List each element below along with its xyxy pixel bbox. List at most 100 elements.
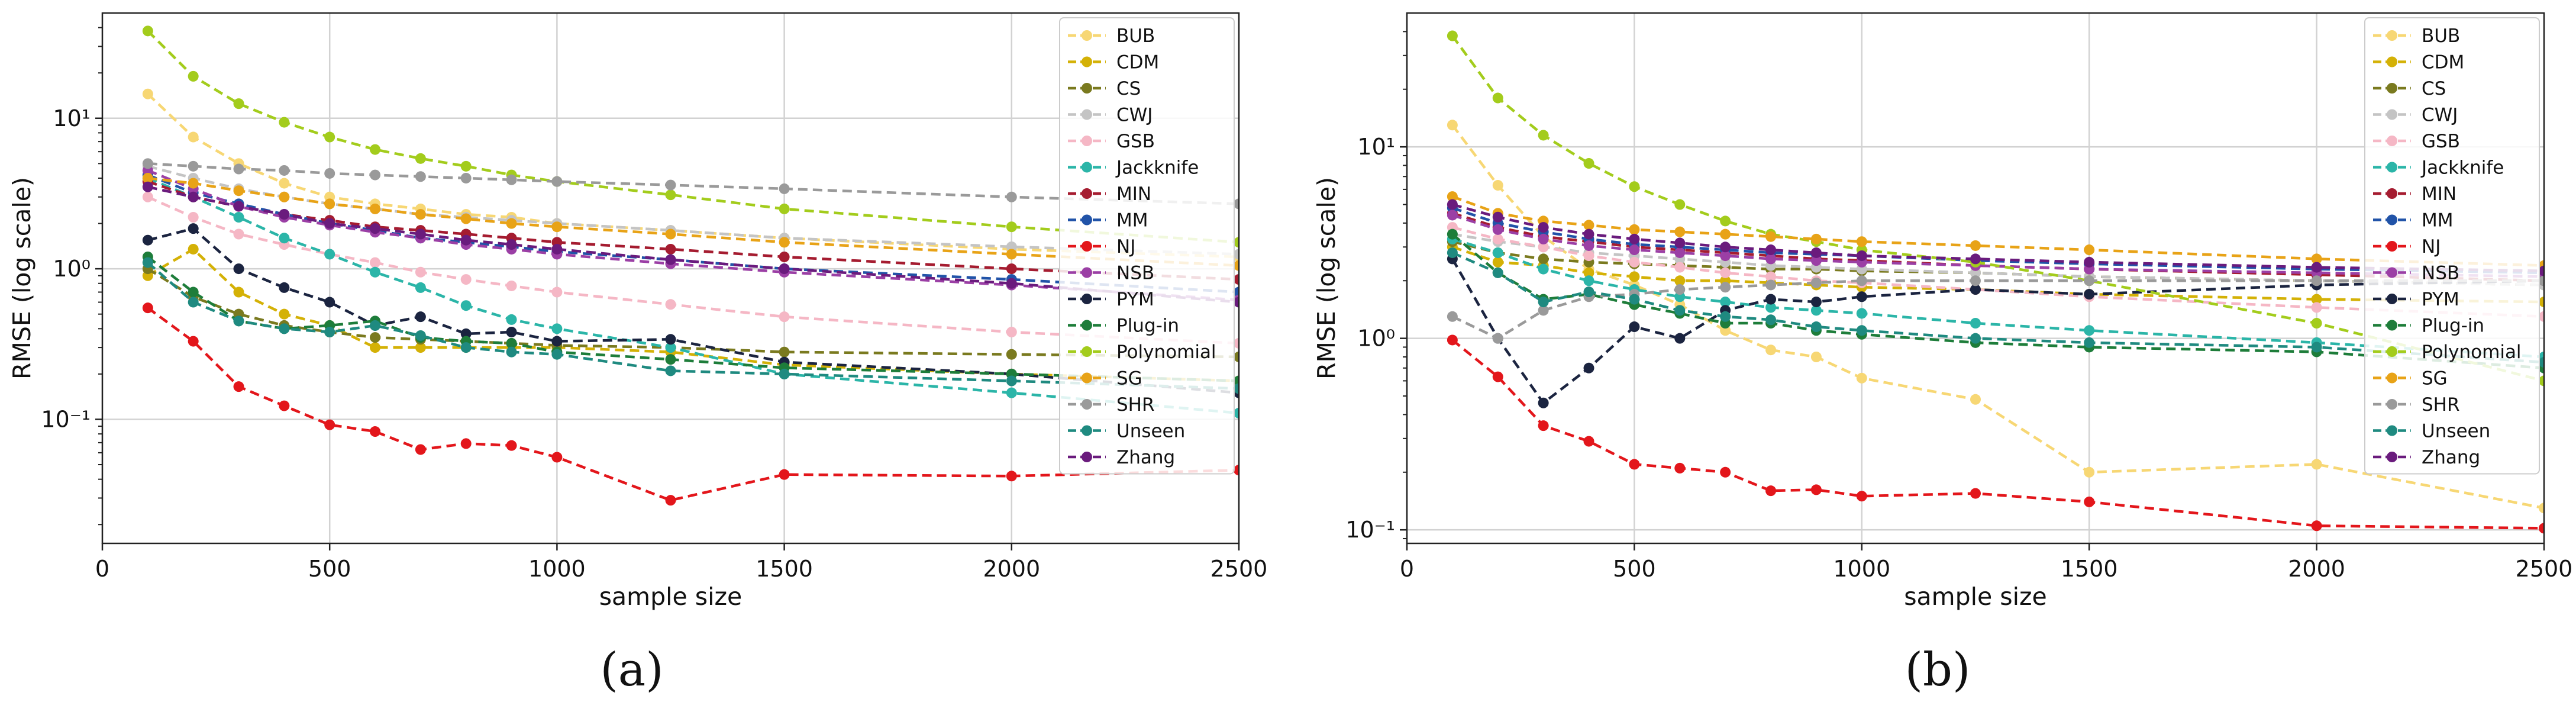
point-shr	[1720, 282, 1731, 293]
point-pym	[1970, 284, 1981, 295]
point-sg	[370, 203, 381, 214]
point-min	[665, 243, 676, 255]
point-shr	[506, 174, 517, 185]
point-shr	[2084, 275, 2095, 286]
point-nj	[370, 426, 381, 437]
point-cdm	[233, 286, 244, 298]
legend-swatch-marker	[1082, 162, 1092, 173]
point-nj	[142, 302, 153, 314]
line-unseen	[1451, 251, 2544, 364]
point-nj	[2311, 520, 2322, 532]
point-polynomial	[370, 144, 381, 155]
point-zhang	[324, 218, 335, 229]
point-zhang	[142, 181, 153, 192]
point-polynomial	[1006, 221, 1017, 233]
point-cs	[1006, 349, 1017, 360]
point-nj	[1538, 420, 1549, 431]
legend-swatch-marker	[2387, 188, 2397, 199]
point-sg	[1856, 236, 1867, 247]
point-shr	[460, 172, 472, 183]
point-polynomial	[1234, 237, 1239, 248]
x-tick-label: 2500	[1210, 556, 1268, 582]
legend-swatch-marker	[2387, 30, 2397, 41]
point-zhang	[1856, 250, 1867, 262]
point-nj	[1810, 484, 1822, 495]
point-zhang	[2311, 262, 2322, 273]
y-tick-label: 10⁰	[53, 256, 91, 282]
x-tick-label: 0	[95, 556, 109, 582]
point-sg	[188, 178, 199, 189]
x-tick-label: 1500	[2061, 556, 2118, 582]
legend-item: PYM	[1068, 289, 1154, 310]
legend-swatch-marker	[1082, 267, 1092, 278]
point-sg	[1583, 220, 1594, 231]
point-nj	[1720, 466, 1731, 478]
legend-swatch-marker	[2387, 83, 2397, 94]
point-jackknife	[1970, 318, 1981, 329]
point-unseen	[779, 368, 790, 379]
point-nsb	[1720, 250, 1731, 262]
plot-area-a	[142, 25, 1239, 506]
point-unseen	[1006, 375, 1017, 387]
point-jackknife	[1810, 305, 1822, 316]
legend-item: Polynomial	[1068, 342, 1216, 363]
point-unseen	[1765, 314, 1777, 326]
series-sg	[142, 172, 1239, 271]
point-bub	[1447, 120, 1458, 131]
y-tick-label: 10¹	[1357, 134, 1395, 160]
point-zhang	[415, 228, 426, 240]
point-nj	[2539, 523, 2544, 534]
line-nsb	[147, 169, 1239, 302]
legend-item: SG	[1068, 368, 1142, 389]
legend-item: Unseen	[1068, 421, 1185, 442]
point-pym	[415, 311, 426, 323]
series-nj	[1447, 334, 2544, 534]
legend-item: NJ	[1068, 236, 1135, 257]
legend-label: NJ	[1116, 236, 1135, 257]
point-zhang	[370, 223, 381, 234]
point-polynomial	[460, 160, 472, 172]
point-nj	[233, 381, 244, 392]
point-unseen	[142, 257, 153, 268]
legend-item: CWJ	[2373, 105, 2458, 126]
point-gsb	[370, 257, 381, 268]
line-cwj	[1452, 233, 2544, 286]
line-cdm	[1452, 246, 2544, 304]
legend-item: MM	[2373, 210, 2454, 231]
line-plug-in	[1451, 233, 2544, 370]
point-unseen	[665, 365, 676, 376]
point-pym	[1765, 294, 1777, 305]
x-axis-label: sample size	[599, 582, 743, 611]
point-nj	[460, 438, 472, 449]
point-shr	[1234, 198, 1239, 210]
point-nsb	[1447, 210, 1458, 221]
point-pym	[279, 282, 290, 293]
legend-label: SHR	[2422, 394, 2460, 416]
legend-label: Zhang	[1116, 447, 1175, 468]
legend-label: CDM	[2422, 52, 2464, 73]
series-gsb	[142, 191, 1239, 349]
legend-swatch-marker	[1082, 452, 1092, 462]
legend-item: NJ	[2373, 236, 2441, 257]
point-nj	[324, 419, 335, 430]
point-unseen	[1720, 311, 1731, 322]
point-zhang	[1765, 244, 1777, 256]
legend-label: Plug-in	[2422, 315, 2484, 337]
point-unseen	[1447, 247, 1458, 258]
point-jackknife	[1720, 297, 1731, 308]
point-zhang	[1629, 233, 1640, 244]
legend-swatch-marker	[1082, 372, 1092, 384]
point-sg	[324, 198, 335, 210]
legend-label: BUB	[1116, 25, 1155, 47]
point-nsb	[1492, 224, 1503, 235]
point-sg	[1765, 231, 1777, 242]
point-min	[1006, 263, 1017, 275]
caption-a: (a)	[600, 643, 663, 697]
point-gsb	[551, 286, 563, 298]
point-plug-in	[1447, 228, 1458, 240]
legend-item: Polynomial	[2373, 342, 2522, 363]
point-sg	[1006, 249, 1017, 260]
legend-item: Plug-in	[2373, 315, 2484, 337]
point-polynomial	[324, 131, 335, 143]
legend-item: BUB	[1068, 25, 1155, 47]
